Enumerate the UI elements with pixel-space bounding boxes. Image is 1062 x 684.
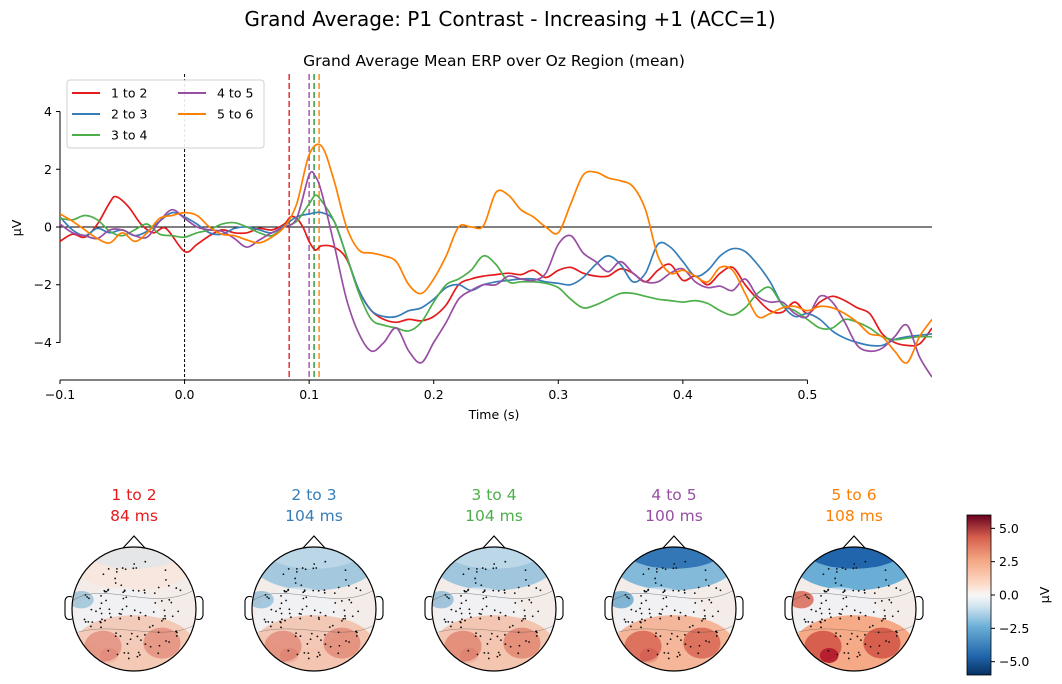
erp-plot-title: Grand Average Mean ERP over Oz Region (m… [303,52,685,70]
series-line [60,143,932,364]
y-tick-label: −2 [34,277,52,292]
topomap-title: 1 to 2 [111,486,156,504]
topomap-latency: 84 ms [110,507,158,525]
colorbar-tick-label: 2.5 [999,554,1019,569]
topomap: 5 to 6 108 ms [784,486,924,672]
right-ear [915,595,924,621]
topomap-latency: 108 ms [825,507,883,525]
head-outline [431,546,557,672]
colorbar-tick-label: −5.0 [999,654,1029,669]
right-ear [735,595,744,621]
colorbar-gradient [966,514,992,676]
legend-label: 4 to 5 [217,86,253,101]
series-line [60,170,932,378]
colorbar-tick-label: −2.5 [999,621,1029,636]
topomap: 1 to 2 84 ms [64,486,204,672]
y-axis-label: µV [9,219,24,236]
figure-suptitle: Grand Average: P1 Contrast - Increasing … [244,7,775,31]
legend-label: 2 to 3 [111,107,147,122]
x-tick-label: 0.4 [673,387,693,402]
y-tick-label: 2 [44,162,52,177]
left-ear [244,595,253,621]
nose [302,535,326,549]
x-tick-label: 0.2 [424,387,444,402]
x-tick-label: 0.5 [797,387,817,402]
x-tick-label: −0.1 [45,387,75,402]
y-tick-label: 4 [44,104,52,119]
topomap-title: 4 to 5 [651,486,696,504]
topomap-latency: 104 ms [285,507,343,525]
left-ear [64,595,73,621]
series-line [60,195,932,347]
topomap: 3 to 4 104 ms [424,486,564,672]
right-ear [195,595,204,621]
colorbar-tick-label: 0.0 [999,588,1019,603]
colorbar-label: µV [1037,586,1052,603]
nose [662,535,686,549]
topomap-title: 5 to 6 [831,486,876,504]
colorbar: 5.0 2.5 0.0 −2.5 −5.0 [966,514,1029,676]
nose [842,535,866,549]
nose [482,535,506,549]
topomap-title: 2 to 3 [291,486,336,504]
legend: 1 to 2 2 to 3 3 to 4 4 to 5 5 to 6 [66,79,265,149]
erp-lines [60,74,932,380]
topomap-title: 3 to 4 [471,486,516,504]
topomap-latency: 104 ms [465,507,523,525]
left-ear [784,595,793,621]
left-ear [424,595,433,621]
head-outline [71,546,197,672]
x-axis-label: Time (s) [468,407,520,422]
legend-frame [66,79,265,149]
x-tick-label: 0.0 [175,387,195,402]
head-outline [611,546,737,672]
series-line [60,194,932,341]
legend-label: 5 to 6 [217,107,253,122]
topomap: 4 to 5 100 ms [604,486,744,672]
legend-label: 3 to 4 [111,128,147,143]
legend-label: 1 to 2 [111,86,147,101]
topomaps: 1 to 2 84 ms 2 to 3 104 ms 3 to 4 104 ms 4 to … [64,486,924,672]
right-ear [375,595,384,621]
erp-axes: −0.1 0.0 0.1 0.2 0.3 0.4 0.5 −4 −2 0 2 4 [34,104,818,402]
x-tick-label: 0.1 [299,387,319,402]
topomap: 2 to 3 104 ms [244,486,384,672]
left-ear [604,595,613,621]
y-tick-label: 0 [44,220,52,235]
head-outline [251,546,377,672]
colorbar-tick-label: 5.0 [999,521,1019,536]
topomap-latency: 100 ms [645,507,703,525]
series-line [60,211,932,347]
head-outline [791,546,917,672]
x-tick-label: 0.3 [548,387,568,402]
y-tick-label: −4 [34,335,52,350]
nose [122,535,146,549]
right-ear [555,595,564,621]
